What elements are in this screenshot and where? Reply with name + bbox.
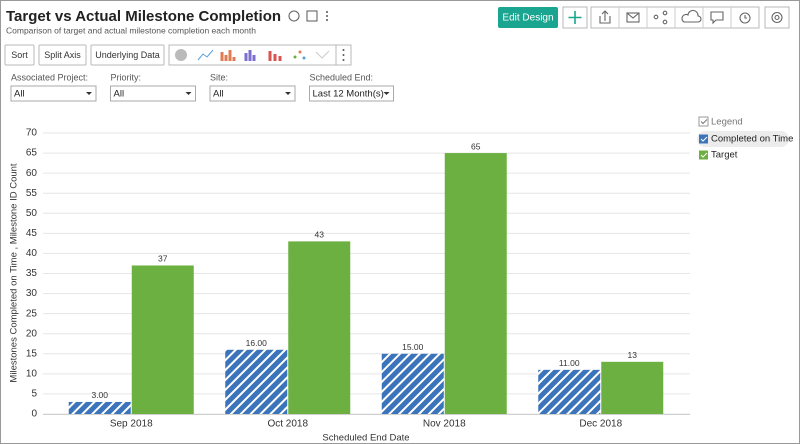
bar (225, 349, 288, 414)
toolbar-button[interactable] (4, 44, 35, 66)
legend-hover (697, 131, 789, 147)
dropdown-arrow[interactable] (383, 92, 390, 95)
value-label: 43 (315, 230, 325, 240)
x-tick-label: Dec 2018 (579, 419, 622, 430)
value-label: 65 (471, 141, 481, 151)
y-tick-label: 50 (26, 208, 38, 219)
bar (131, 265, 194, 414)
title-icons[interactable] (288, 10, 328, 22)
toolbar-icons[interactable] (562, 6, 790, 29)
value-label: 16.00 (246, 338, 268, 348)
edit-design-button[interactable]: Edit Design (498, 7, 558, 28)
filter-label: Associated Project: (11, 72, 88, 82)
y-axis-title: Milestones Completed on Time , Milestone… (9, 163, 20, 382)
y-tick-label: 70 (26, 128, 38, 139)
subtitle: Comparison of target and actual mileston… (6, 25, 256, 35)
filter-label: Priority: (111, 72, 142, 82)
value-label: 13 (628, 350, 638, 360)
value-label: 11.00 (559, 358, 580, 368)
y-tick-label: 60 (26, 168, 38, 179)
filter-select[interactable] (110, 85, 196, 102)
bar (68, 401, 131, 414)
value-label: 3.00 (91, 390, 108, 400)
y-tick-label: 0 (31, 409, 37, 420)
toolbar-button-label[interactable]: Underlying Data (95, 50, 160, 60)
value-label: 37 (158, 254, 168, 264)
bar (381, 353, 444, 414)
y-tick-label: 35 (26, 268, 38, 279)
legend-swatch[interactable] (699, 134, 708, 144)
edit-design-label[interactable]: Edit Design (502, 13, 553, 24)
legend-title: Legend (711, 117, 743, 128)
y-tick-label: 5 (31, 389, 37, 400)
toolbar-button[interactable] (38, 44, 87, 66)
toolbar-button[interactable] (90, 44, 165, 66)
dropdown-arrow[interactable] (185, 92, 192, 95)
bar (601, 361, 664, 414)
filter-value[interactable]: All (114, 89, 125, 100)
filter-select[interactable] (309, 85, 394, 102)
filter-label: Scheduled End: (310, 72, 374, 82)
x-tick-label: Sep 2018 (110, 419, 153, 430)
dropdown-arrow[interactable] (285, 92, 291, 95)
y-tick-label: 30 (26, 288, 38, 299)
bar (538, 369, 601, 414)
filter-value[interactable]: Last 12 Month(s) (313, 89, 384, 100)
filter-value[interactable]: All (213, 89, 224, 100)
filter-select[interactable] (10, 85, 97, 102)
legend-check (700, 152, 708, 158)
x-axis-title: Scheduled End Date (322, 433, 409, 444)
bar (444, 153, 507, 415)
y-tick-label: 25 (26, 308, 38, 319)
legend-swatch[interactable] (699, 150, 708, 160)
value-label: 15.00 (402, 342, 424, 352)
y-tick-label: 45 (26, 228, 38, 239)
dropdown-arrow[interactable] (86, 92, 92, 95)
y-tick-label: 15 (26, 348, 38, 359)
chart-type-bar[interactable] (168, 44, 352, 66)
x-tick-label: Nov 2018 (423, 419, 466, 430)
filter-label: Site: (210, 72, 228, 82)
filter-select[interactable] (209, 85, 296, 102)
legend-checkbox[interactable] (698, 116, 709, 127)
y-tick-label: 65 (26, 148, 38, 159)
y-tick-label: 40 (26, 248, 38, 259)
title: Target vs Actual Milestone Completion (6, 8, 281, 25)
toolbar-button-label[interactable]: Split Axis (44, 50, 81, 60)
y-tick-label: 20 (26, 328, 38, 339)
legend-label[interactable]: Completed on Time (711, 134, 793, 145)
toolbar-button-label[interactable]: Sort (11, 50, 28, 60)
y-tick-label: 10 (26, 368, 38, 379)
x-tick-label: Oct 2018 (267, 419, 308, 430)
legend-check (700, 136, 708, 142)
legend-check (700, 119, 708, 125)
bar (288, 241, 351, 414)
y-tick-label: 55 (26, 188, 38, 199)
legend-label[interactable]: Target (711, 150, 738, 161)
filter-value[interactable]: All (14, 89, 25, 100)
